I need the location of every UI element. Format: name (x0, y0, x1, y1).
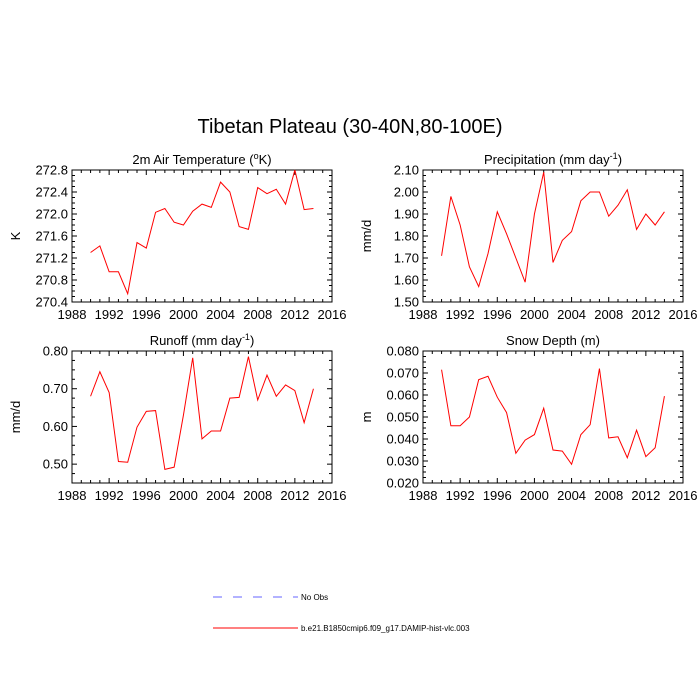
y-tick-label: 0.040 (386, 432, 419, 447)
panel-title-main: Snow Depth (m) (506, 333, 600, 348)
y-tick-label: 0.080 (386, 344, 419, 359)
legend-label-2: b.e21.B1850cmip6.f09_g17.DAMIP-hist-vlc.… (301, 624, 470, 633)
y-tick-label: 0.70 (43, 381, 68, 396)
chart-panel-2: Precipitation (mm day-1) mm/d 1988 1992 1996… (359, 151, 697, 322)
x-tick-label: 2000 (169, 488, 198, 503)
x-tick-label: 1996 (132, 488, 161, 503)
y-tick-label: 1.60 (394, 273, 419, 288)
x-tick-label: 2004 (557, 307, 586, 322)
panel-title-superscript: -1 (242, 332, 250, 342)
y-tick-label: 271.6 (35, 229, 68, 244)
plot-frame (71, 169, 333, 303)
x-tick-label: 1996 (483, 307, 512, 322)
x-tick-label: 1988 (409, 488, 438, 503)
panel-title-superscript: o (254, 151, 259, 161)
x-tick-label: 1996 (483, 488, 512, 503)
y-tick-label: 2.00 (394, 185, 419, 200)
x-tick-label: 2016 (669, 488, 698, 503)
x-tick-label: 2012 (631, 307, 660, 322)
y-tick-label: 271.2 (35, 251, 68, 266)
legend-label-1: No Obs (301, 593, 328, 602)
x-tick-label: 2012 (280, 488, 309, 503)
x-tick-label: 2008 (243, 307, 272, 322)
y-tick-label: 0.030 (386, 454, 419, 469)
panel-title-superscript: -1 (610, 151, 618, 161)
y-tick-label: 270.4 (35, 295, 68, 310)
panel-title: Precipitation (mm day-1) (484, 151, 622, 167)
panel-title: Runoff (mm day-1) (150, 332, 255, 348)
series-line (441, 368, 665, 466)
y-tick-label: 0.020 (386, 476, 419, 491)
y-tick-label: 0.050 (386, 410, 419, 425)
y-axis-label: mm/d (359, 220, 374, 253)
x-tick-label: 2000 (169, 307, 198, 322)
x-tick-label: 2008 (594, 488, 623, 503)
x-tick-label: 2000 (520, 307, 549, 322)
x-tick-label: 2016 (318, 307, 347, 322)
plot-frame (422, 169, 684, 303)
panel-title-main: 2m Air Temperature ( (132, 152, 254, 167)
x-tick-label: 1988 (58, 307, 87, 322)
panel-title: Snow Depth (m) (506, 333, 600, 348)
series-line (441, 172, 665, 289)
y-tick-label: 272.8 (35, 163, 68, 178)
x-tick-label: 1992 (446, 307, 475, 322)
plot-frame (71, 350, 333, 484)
y-tick-label: 0.80 (43, 344, 68, 359)
panel-title-main: Runoff (mm day (150, 333, 243, 348)
series-line (90, 169, 314, 296)
legend: No Obs b.e21.B1850cmip6.f09_g17.DAMIP-his… (213, 593, 470, 633)
x-tick-label: 2016 (669, 307, 698, 322)
x-tick-label: 1988 (58, 488, 87, 503)
panel-title: 2m Air Temperature (oK) (132, 151, 271, 167)
x-tick-label: 2012 (280, 307, 309, 322)
x-tick-label: 2016 (318, 488, 347, 503)
y-axis-label: m (359, 412, 374, 423)
y-tick-label: 272.0 (35, 207, 68, 222)
x-tick-label: 2012 (631, 488, 660, 503)
plot-frame (422, 350, 684, 484)
x-tick-label: 2004 (557, 488, 586, 503)
x-tick-label: 2000 (520, 488, 549, 503)
chart-panels: 2m Air Temperature (oK) K 1988 1992 1996 2000… (8, 151, 697, 503)
y-tick-label: 0.50 (43, 457, 68, 472)
x-tick-label: 1992 (95, 307, 124, 322)
y-tick-label: 1.90 (394, 207, 419, 222)
y-axis-label: mm/d (8, 401, 23, 434)
panel-title-tail: ) (618, 152, 622, 167)
panel-title-main: Precipitation (mm day (484, 152, 610, 167)
y-tick-label: 0.060 (386, 388, 419, 403)
panel-title-tail: ) (250, 333, 254, 348)
y-tick-label: 0.070 (386, 366, 419, 381)
x-tick-label: 1992 (446, 488, 475, 503)
series-line (90, 356, 314, 471)
chart-panel-1: 2m Air Temperature (oK) K 1988 1992 1996 2000… (8, 151, 346, 322)
x-tick-label: 2004 (206, 488, 235, 503)
x-tick-label: 1992 (95, 488, 124, 503)
panel-title-tail: K) (259, 152, 272, 167)
y-axis-label: K (8, 231, 23, 240)
y-tick-label: 270.8 (35, 273, 68, 288)
y-tick-label: 1.70 (394, 251, 419, 266)
y-tick-label: 272.4 (35, 185, 68, 200)
figure-title: Tibetan Plateau (30-40N,80-100E) (197, 116, 503, 138)
y-tick-label: 2.10 (394, 163, 419, 178)
x-tick-label: 2004 (206, 307, 235, 322)
y-tick-label: 1.50 (394, 295, 419, 310)
chart-panel-3: Runoff (mm day-1) mm/d 1988 1992 1996 2000 200… (8, 332, 346, 503)
y-tick-label: 1.80 (394, 229, 419, 244)
y-tick-label: 0.60 (43, 419, 68, 434)
x-tick-label: 2008 (594, 307, 623, 322)
x-tick-label: 1996 (132, 307, 161, 322)
x-tick-label: 1988 (409, 307, 438, 322)
chart-panel-4: Snow Depth (m) m 1988 1992 1996 2000 2004 2008 2… (359, 333, 697, 503)
x-tick-label: 2008 (243, 488, 272, 503)
